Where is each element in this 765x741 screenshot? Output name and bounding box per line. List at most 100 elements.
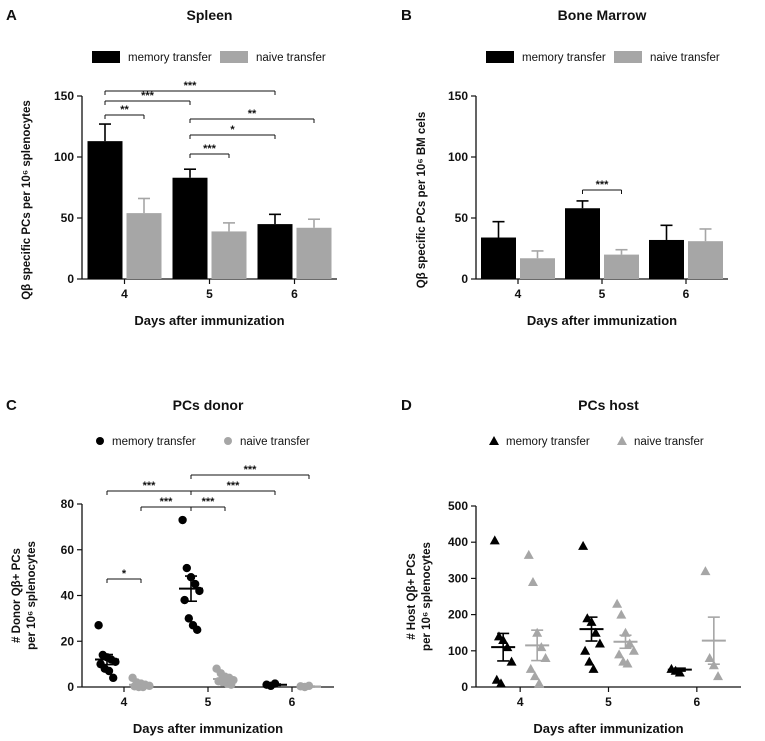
bar	[211, 231, 247, 279]
data-point	[506, 656, 517, 666]
x-tick-label: 5	[599, 287, 606, 301]
data-point	[489, 535, 500, 545]
data-point	[614, 649, 625, 659]
y-tick-label: 0	[67, 680, 74, 694]
data-point	[674, 667, 685, 677]
bar	[604, 254, 639, 279]
bar	[688, 241, 723, 279]
y-tick-label: 0	[461, 680, 468, 694]
bar	[649, 239, 684, 279]
x-axis-title: Days after immunization	[133, 721, 283, 736]
data-point	[193, 625, 202, 635]
data-point	[612, 598, 623, 608]
legend-label: naive transfer	[634, 436, 704, 448]
data-point	[227, 680, 236, 689]
chart-title: Spleen	[187, 7, 233, 23]
significance-label: **	[120, 104, 129, 116]
significance-label: *	[230, 124, 235, 136]
data-point	[523, 549, 534, 559]
significance-label: ***	[227, 480, 241, 492]
data-point	[178, 515, 187, 525]
data-point	[536, 642, 547, 652]
x-tick-label: 5	[205, 695, 212, 709]
data-point	[184, 614, 193, 623]
y-axis-title: Qβ specific PCs per 10⁶ splenocytes	[21, 100, 33, 300]
x-tick-label: 5	[206, 287, 213, 301]
panel-letter: A	[6, 7, 17, 24]
significance-label: ***	[596, 179, 610, 191]
x-tick-label: 5	[605, 695, 612, 709]
data-point	[580, 645, 591, 655]
x-tick-label: 4	[121, 695, 128, 709]
y-tick-label: 80	[61, 497, 75, 511]
y-tick-label: 50	[61, 211, 75, 225]
legend-label: naive transfer	[240, 436, 310, 448]
data-point	[495, 678, 506, 688]
data-point	[624, 638, 635, 648]
y-axis-title: # Host Qβ+ PCs	[406, 553, 418, 640]
y-tick-label: 0	[461, 272, 468, 286]
legend-swatch	[614, 51, 642, 63]
significance-label: ***	[244, 464, 258, 476]
panel-c: C PCs donor memory transfer naive transfer 0…	[6, 397, 334, 736]
data-point	[527, 577, 538, 587]
legend-marker	[617, 436, 627, 445]
data-point	[191, 579, 200, 589]
data-point	[588, 663, 599, 673]
x-tick-label: 4	[517, 695, 524, 709]
significance-label: **	[248, 108, 257, 120]
y-axis-title: per 10⁶ splenocytes	[26, 541, 38, 650]
y-tick-label: 40	[61, 589, 75, 603]
legend-swatch	[486, 51, 514, 63]
data-point	[700, 566, 711, 576]
significance-label: ***	[184, 80, 198, 92]
y-tick-label: 100	[54, 150, 74, 164]
y-tick-label: 150	[448, 89, 468, 103]
x-axis-title: Days after immunization	[134, 313, 284, 328]
data-point	[529, 671, 540, 681]
legend-marker	[96, 437, 104, 445]
data-point	[182, 563, 191, 573]
bar	[565, 208, 600, 279]
legend-marker	[224, 437, 232, 445]
legend-label: naive transfer	[650, 52, 720, 64]
y-tick-label: 0	[67, 272, 74, 286]
bar	[172, 177, 208, 279]
data-point	[180, 595, 189, 605]
y-tick-label: 50	[455, 211, 469, 225]
x-tick-label: 6	[683, 287, 690, 301]
bar	[296, 227, 332, 279]
chart-title: Bone Marrow	[558, 7, 647, 23]
legend-swatch	[92, 51, 120, 63]
chart-title: PCs donor	[173, 397, 244, 413]
bar	[520, 258, 555, 279]
x-tick-label: 6	[291, 287, 298, 301]
chart-title: PCs host	[578, 397, 639, 413]
legend-label: memory transfer	[522, 52, 606, 64]
data-point	[104, 666, 114, 676]
significance-label: ***	[160, 496, 174, 508]
legend-label: naive transfer	[256, 52, 326, 64]
bar	[481, 237, 516, 279]
significance-label: ***	[203, 143, 217, 155]
y-tick-label: 400	[448, 535, 468, 549]
y-axis-title: per 10⁶ splenocytes	[421, 542, 433, 651]
y-axis-title: # Donor Qβ+ PCs	[11, 548, 23, 643]
panel-d: D PCs host memory transfer naive transfer 0 1…	[401, 397, 741, 736]
data-point	[525, 663, 536, 673]
y-tick-label: 300	[448, 571, 468, 585]
y-tick-label: 150	[54, 89, 74, 103]
x-tick-label: 4	[121, 287, 128, 301]
significance-label: *	[122, 568, 127, 580]
data-point	[628, 645, 639, 655]
y-tick-label: 500	[448, 499, 468, 513]
significance-label: ***	[202, 496, 216, 508]
y-tick-label: 20	[61, 634, 75, 648]
significance-label: ***	[141, 90, 155, 102]
bar	[87, 141, 123, 279]
data-point	[594, 638, 605, 648]
panel-b: B Bone Marrow memory transfer naive transfe…	[401, 7, 728, 328]
data-point	[534, 678, 545, 688]
legend-label: memory transfer	[112, 436, 196, 448]
